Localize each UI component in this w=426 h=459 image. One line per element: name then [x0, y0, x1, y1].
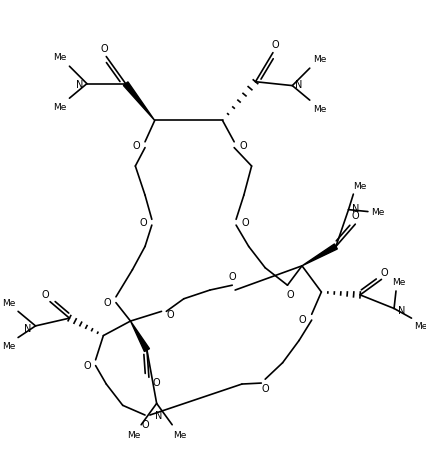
Text: N: N	[295, 79, 302, 90]
Text: O: O	[100, 44, 108, 54]
Text: O: O	[141, 419, 149, 429]
Text: O: O	[351, 211, 358, 221]
Text: O: O	[228, 272, 236, 282]
Text: Me: Me	[53, 103, 66, 112]
Text: Me: Me	[353, 181, 366, 190]
Text: Me: Me	[2, 298, 15, 308]
Text: Me: Me	[370, 207, 383, 217]
Text: O: O	[166, 309, 174, 319]
Text: O: O	[103, 297, 111, 307]
Polygon shape	[130, 321, 149, 352]
Text: N: N	[76, 79, 83, 90]
Text: N: N	[397, 306, 405, 316]
Text: O: O	[41, 289, 49, 299]
Text: Me: Me	[312, 55, 325, 64]
Text: Me: Me	[2, 341, 15, 350]
Text: O: O	[83, 360, 90, 370]
Text: O: O	[240, 218, 248, 228]
Text: N: N	[351, 203, 358, 213]
Text: N: N	[155, 410, 162, 420]
Polygon shape	[301, 244, 337, 266]
Text: O: O	[286, 289, 294, 299]
Text: O: O	[380, 267, 387, 277]
Text: O: O	[139, 218, 147, 228]
Polygon shape	[123, 83, 154, 121]
Text: Me: Me	[312, 105, 325, 114]
Text: Me: Me	[414, 322, 426, 330]
Text: O: O	[239, 140, 246, 151]
Text: O: O	[297, 314, 305, 325]
Text: Me: Me	[173, 430, 186, 439]
Text: O: O	[132, 140, 140, 151]
Text: Me: Me	[127, 430, 140, 439]
Text: O: O	[271, 40, 278, 50]
Text: N: N	[24, 323, 32, 333]
Text: Me: Me	[391, 277, 405, 286]
Text: Me: Me	[53, 53, 66, 62]
Text: O: O	[261, 383, 268, 393]
Text: O: O	[153, 377, 160, 387]
